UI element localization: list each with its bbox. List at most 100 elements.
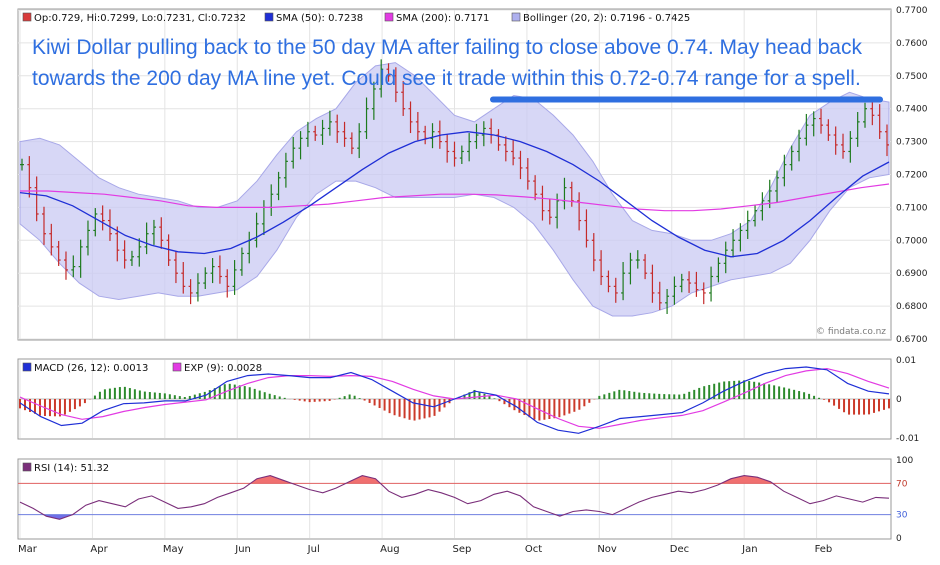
ohlc-bar	[672, 276, 677, 305]
ohlc-bar	[56, 240, 61, 266]
ohlc-bar	[129, 250, 134, 266]
price-y-tick-label: 0.7400	[896, 105, 928, 115]
ohlc-bar	[540, 185, 545, 221]
ohlc-bar	[349, 132, 354, 155]
macd-plot	[18, 366, 891, 434]
ohlc-bar	[100, 205, 105, 231]
legend-label: Bollinger (20, 2): 0.7196 - 0.7425	[523, 13, 690, 24]
legend-swatch	[511, 12, 521, 22]
ohlc-bar	[789, 145, 794, 171]
ohlc-bar	[826, 119, 831, 141]
x-tick-label: Jul	[307, 544, 320, 555]
ohlc-bar	[452, 141, 457, 167]
rsi-y-tick-label: 30	[896, 511, 908, 521]
ohlc-bar	[386, 63, 391, 82]
ohlc-bar	[445, 134, 450, 163]
sma-50-line	[19, 131, 890, 258]
ohlc-bar	[437, 120, 442, 149]
macd-y-tick-label: 0.01	[896, 356, 916, 366]
ohlc-bar	[93, 208, 98, 237]
ohlc-bar	[151, 219, 156, 245]
ohlc-bar	[760, 192, 765, 221]
ohlc-bar	[731, 229, 736, 258]
ohlc-bar	[870, 100, 875, 126]
ohlc-bar	[195, 273, 200, 302]
ohlc-bar	[716, 257, 721, 283]
price-y-tick-label: 0.7100	[896, 203, 928, 213]
macd-y-tick-label: 0	[896, 395, 902, 405]
x-tick-label: Dec	[670, 544, 689, 555]
ohlc-bar	[298, 131, 303, 160]
ohlc-bar	[577, 192, 582, 231]
ohlc-bar	[41, 206, 46, 245]
ohlc-bar	[203, 267, 208, 289]
ohlc-bar	[738, 223, 743, 252]
ohlc-bar	[379, 59, 384, 98]
ohlc-bar	[745, 210, 750, 239]
ohlc-bar	[782, 154, 787, 187]
axis-labels: Mar Apr May Jun Jul Aug Sep Oct Nov Dec Jan Feb 0.77…	[18, 6, 928, 555]
ohlc-bar	[665, 288, 670, 314]
ohlc-bar	[848, 131, 853, 163]
ohlc-bar	[254, 212, 259, 248]
ohlc-bar	[621, 262, 626, 301]
ohlc-bar	[364, 97, 369, 139]
x-tick-label: Apr	[90, 544, 108, 555]
ohlc-bar	[107, 209, 112, 241]
ohlc-bar	[115, 226, 120, 262]
ohlc-bar	[85, 220, 90, 256]
ohlc-bar	[78, 239, 83, 278]
ohlc-bar	[877, 104, 882, 139]
price-plot	[19, 59, 890, 317]
ohlc-bar	[833, 126, 838, 155]
ohlc-bar	[166, 234, 171, 266]
ohlc-bar	[313, 125, 318, 141]
legend-label: SMA (50): 0.7238	[276, 13, 363, 24]
ohlc-bar	[650, 264, 655, 303]
watermark: © findata.co.nz	[816, 327, 886, 337]
sma-200-line	[20, 183, 890, 212]
ohlc-bar	[71, 255, 76, 278]
x-tick-label: Jan	[741, 544, 757, 555]
legend-label: RSI (14): 51.32	[34, 463, 109, 474]
ohlc-bar	[606, 270, 611, 293]
ohlc-bar	[841, 133, 846, 159]
ohlc-bar	[496, 129, 501, 151]
x-tick-label: Aug	[380, 544, 400, 555]
x-tick-label: Feb	[815, 544, 833, 555]
ohlc-bar	[137, 238, 142, 267]
ohlc-bar	[679, 273, 684, 293]
ohlc-bar	[144, 222, 149, 255]
ohlc-bar	[694, 271, 699, 297]
ohlc-bar	[408, 101, 413, 134]
price-y-tick-label: 0.6700	[896, 335, 928, 345]
bollinger-band	[19, 62, 890, 317]
legend-entry: SMA (200): 0.7171	[384, 12, 489, 24]
ohlc-bar	[401, 81, 406, 116]
legend-label: SMA (200): 0.7171	[396, 13, 489, 24]
ohlc-bar	[533, 175, 538, 201]
price-y-tick-label: 0.7200	[896, 171, 928, 181]
ohlc-bar	[474, 123, 479, 149]
ohlc-bar	[393, 67, 398, 103]
ohlc-bar	[511, 140, 516, 166]
ohlc-bar	[305, 121, 310, 147]
ohlc-bar	[753, 204, 758, 227]
legend-swatch	[264, 12, 274, 22]
ohlc-bar	[63, 251, 68, 280]
ohlc-bar	[804, 113, 809, 146]
legend-label: Op:0.729, Hi:0.7299, Lo:0.7231, Cl:0.723…	[34, 13, 246, 24]
legend-entry: Op:0.729, Hi:0.7299, Lo:0.7231, Cl:0.723…	[22, 12, 246, 24]
ohlc-bar	[415, 111, 420, 141]
ohlc-bar	[687, 271, 692, 293]
ohlc-bar	[863, 102, 868, 128]
ohlc-bar	[188, 279, 193, 305]
rsi-y-tick-label: 70	[896, 479, 908, 489]
ohlc-bar	[628, 252, 633, 285]
x-tick-label: Sep	[453, 544, 472, 555]
rsi-y-tick-label: 0	[896, 534, 902, 544]
legend-entry: EXP (9): 0.0028	[172, 362, 262, 374]
ohlc-bar	[276, 171, 281, 201]
legends: Op:0.729, Hi:0.7299, Lo:0.7231, Cl:0.723…	[22, 12, 690, 474]
